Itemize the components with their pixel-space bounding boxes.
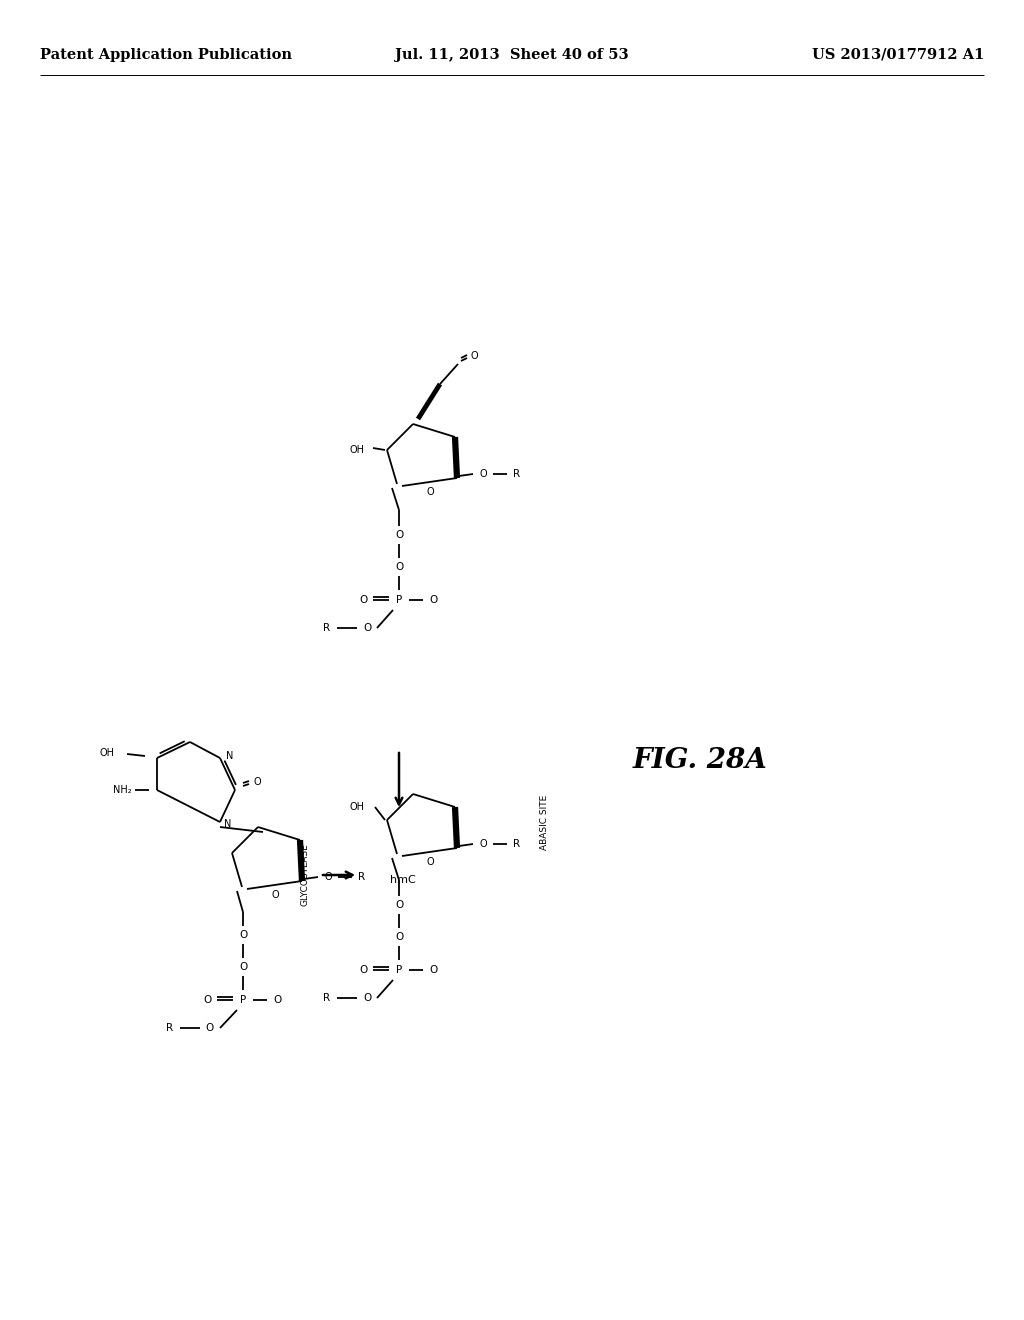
Text: P: P [240,995,246,1005]
Text: O: O [479,840,486,849]
Text: Jul. 11, 2013  Sheet 40 of 53: Jul. 11, 2013 Sheet 40 of 53 [395,48,629,62]
Text: O: O [272,995,282,1005]
Text: O: O [204,995,212,1005]
Text: OH: OH [350,445,365,455]
Text: Patent Application Publication: Patent Application Publication [40,48,292,62]
Text: R: R [358,873,366,882]
Text: O: O [362,993,371,1003]
Text: O: O [362,623,371,634]
Text: O: O [325,873,332,882]
Text: O: O [426,857,434,867]
Text: O: O [253,777,261,787]
Text: O: O [395,932,403,942]
Text: R: R [513,840,520,849]
Text: FIG. 28A: FIG. 28A [633,747,767,774]
Text: O: O [206,1023,214,1034]
Text: GLYCOSYLASE: GLYCOSYLASE [301,843,310,907]
Text: O: O [271,890,279,900]
Text: O: O [239,962,247,972]
Text: P: P [396,965,402,975]
Text: P: P [396,595,402,605]
Text: O: O [395,900,403,909]
Text: hmC: hmC [390,875,416,884]
Text: NH₂: NH₂ [113,785,131,795]
Text: O: O [426,487,434,498]
Text: ABASIC SITE: ABASIC SITE [540,795,549,850]
Text: OH: OH [350,803,365,812]
Text: O: O [395,531,403,540]
Text: O: O [359,595,368,605]
Text: O: O [359,965,368,975]
Text: R: R [324,993,331,1003]
Text: O: O [239,931,247,940]
Text: R: R [167,1023,173,1034]
Text: N: N [226,751,233,762]
Text: OH: OH [99,748,115,758]
Text: N: N [224,818,231,829]
Text: O: O [429,965,437,975]
Text: R: R [324,623,331,634]
Text: US 2013/0177912 A1: US 2013/0177912 A1 [812,48,984,62]
Text: O: O [429,595,437,605]
Text: O: O [395,562,403,572]
Text: O: O [479,469,486,479]
Text: O: O [470,351,478,360]
Text: R: R [513,469,520,479]
